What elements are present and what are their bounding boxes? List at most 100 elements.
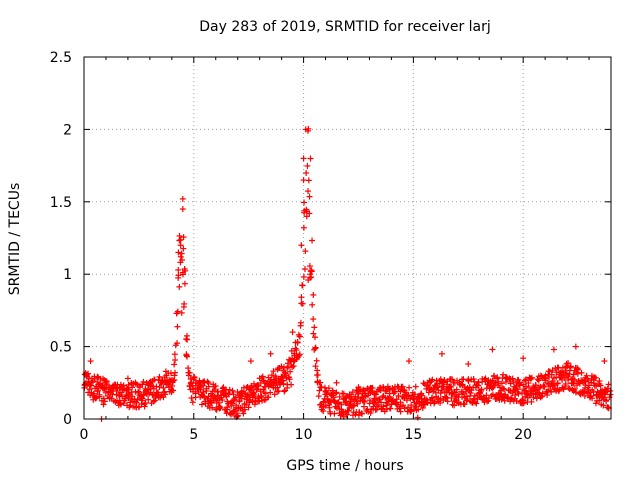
data-point [299,300,306,307]
x-tick-label: 10 [295,427,313,443]
data-point [158,380,165,387]
data-point [548,371,555,378]
data-point [92,395,99,402]
data-point [527,375,534,382]
x-tick-label: 0 [80,427,89,443]
data-point [151,397,158,404]
data-point [426,387,433,394]
data-point [561,375,568,382]
data-point [179,257,186,264]
data-point [441,376,448,383]
data-point [192,390,199,397]
data-point [571,385,578,392]
data-point [141,401,148,408]
data-point [179,206,186,213]
data-point [361,398,368,405]
data-point [600,402,607,409]
data-point [134,396,141,403]
x-tick-label: 5 [189,427,198,443]
data-point [151,376,158,383]
data-point [297,319,304,326]
data-point [212,383,219,390]
data-point [490,383,497,390]
data-point [345,407,352,414]
data-point [567,363,574,370]
data-point [301,199,308,206]
data-point [444,398,451,405]
data-point [189,382,196,389]
x-axis-label: GPS time / hours [286,458,403,474]
data-point [401,405,408,412]
data-point [467,390,474,397]
data-point [251,401,258,408]
y-tick-label: 1 [63,267,72,283]
x-tick-label: 20 [514,427,532,443]
data-point [303,170,310,177]
data-point [133,399,140,406]
data-point [419,404,426,411]
data-point [492,379,499,386]
data-point [267,350,274,357]
data-point [470,376,477,383]
data-point [311,324,318,331]
data-point [548,388,555,395]
data-point [354,400,361,407]
grid-layer [84,57,611,419]
data-point [596,397,603,404]
data-point [306,193,313,200]
data-point [418,392,425,399]
data-point [395,392,402,399]
data-point [156,373,163,380]
data-point [310,291,317,298]
data-point [229,387,236,394]
data-point [501,386,508,393]
data-point [321,399,328,406]
data-point [371,399,378,406]
data-point [201,394,208,401]
data-point [336,393,343,400]
data-point [200,389,207,396]
data-point [449,376,456,383]
data-point [418,391,425,398]
data-point [175,249,182,256]
data-point [300,177,307,184]
data-point [267,389,274,396]
data-point [189,399,196,406]
data-point [296,333,303,340]
axis-ticks: 0 5 10 15 20 0 0.5 1 1.5 2 2.5 [50,50,611,443]
data-point [215,399,222,406]
data-point [124,375,131,382]
data-point [342,394,349,401]
data-point [536,384,543,391]
data-point [290,358,297,365]
data-point [87,358,94,365]
data-point [124,385,131,392]
data-point [389,398,396,405]
data-point [312,363,319,370]
data-point [287,368,294,375]
data-point [282,370,289,377]
y-axis-label: SRMTID / TECUs [7,183,23,296]
data-point [180,234,187,241]
data-point [473,400,480,407]
data-point [520,355,527,362]
data-point [607,391,614,398]
y-tick-label: 2.5 [50,50,72,66]
data-point [387,405,394,412]
data-point [113,388,120,395]
data-point [188,395,195,402]
data-point [437,390,444,397]
data-point [198,401,205,408]
data-point [322,402,329,409]
data-point [414,414,421,421]
data-point [169,382,176,389]
data-point [93,394,100,401]
data-point [125,386,132,393]
data-point [304,127,311,134]
data-point [300,224,307,231]
data-point [176,237,183,244]
data-point [560,386,567,393]
data-point [378,399,385,406]
data-point [335,399,342,406]
data-point [439,383,446,390]
